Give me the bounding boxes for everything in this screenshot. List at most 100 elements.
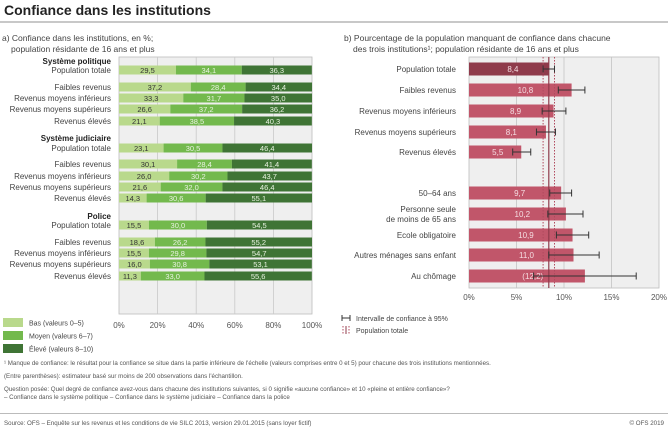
data-label: 30,6 bbox=[169, 194, 184, 203]
data-label: 30,1 bbox=[141, 160, 156, 169]
row-label: de moins de 65 ans bbox=[386, 215, 456, 224]
row-label: Population totale bbox=[51, 66, 111, 75]
data-label: 11,0 bbox=[519, 251, 535, 260]
data-label: 46,4 bbox=[260, 144, 275, 153]
data-label: 33,3 bbox=[144, 94, 159, 103]
bar-segment bbox=[119, 237, 155, 247]
x-tick-label: 40% bbox=[188, 321, 204, 330]
data-label: 28,4 bbox=[197, 160, 212, 169]
data-label: 26,6 bbox=[137, 105, 152, 114]
bar-segment bbox=[206, 248, 312, 258]
data-label: 28,4 bbox=[211, 83, 226, 92]
data-label: 37,2 bbox=[199, 105, 214, 114]
data-label: 37,2 bbox=[148, 83, 163, 92]
x-tick-label: 60% bbox=[227, 321, 243, 330]
row-label: Revenus moyens inférieurs bbox=[14, 94, 111, 103]
data-label: 10,8 bbox=[518, 86, 534, 95]
row-label: Personne seule bbox=[400, 205, 456, 214]
row-label: Ecole obligatoire bbox=[397, 231, 457, 240]
data-label: 55,6 bbox=[251, 272, 266, 281]
bar-segment bbox=[119, 171, 170, 181]
bar bbox=[469, 186, 562, 200]
row-label: Revenus élevés bbox=[54, 194, 111, 203]
data-label: 5,5 bbox=[492, 148, 504, 157]
subtitle-line: des trois institutions¹; population rési… bbox=[353, 44, 579, 54]
row-label: Revenus moyens inférieurs bbox=[14, 172, 111, 181]
row-label: Population totale bbox=[51, 221, 111, 230]
x-tick-label: 0% bbox=[113, 321, 125, 330]
legend-swatch bbox=[3, 318, 23, 327]
row-label: Revenus moyens supérieurs bbox=[10, 260, 111, 269]
row-label: Au chômage bbox=[411, 272, 456, 281]
data-label: 8,1 bbox=[506, 128, 518, 137]
bar-segment bbox=[148, 220, 207, 230]
bar-segment bbox=[244, 93, 312, 103]
x-tick-label: 5% bbox=[511, 293, 523, 302]
data-label: 8,9 bbox=[510, 107, 522, 116]
group-header: Système judiciaire bbox=[41, 134, 112, 143]
bar-segment bbox=[119, 65, 176, 75]
data-label: 46,4 bbox=[260, 183, 275, 192]
data-label: 54,5 bbox=[252, 221, 267, 230]
legend-label: Moyen (valeurs 6–7) bbox=[29, 334, 93, 341]
footnote: – Confiance dans le système politique – … bbox=[4, 394, 290, 401]
data-label: 36,2 bbox=[270, 105, 285, 114]
x-tick-label: 80% bbox=[265, 321, 281, 330]
bar-segment bbox=[119, 116, 160, 126]
bar-segment bbox=[245, 82, 312, 92]
bar bbox=[469, 104, 554, 118]
data-label: 36,3 bbox=[269, 66, 284, 75]
data-label: 33,0 bbox=[165, 272, 180, 281]
row-label: Revenus élevés bbox=[54, 272, 111, 281]
bar-segment bbox=[119, 182, 161, 192]
data-label: 30,8 bbox=[172, 260, 187, 269]
data-label: 26,0 bbox=[137, 172, 152, 181]
group-header: Police bbox=[87, 212, 111, 221]
bar-segment bbox=[119, 104, 171, 114]
bar bbox=[469, 248, 574, 262]
x-tick-label: 100% bbox=[302, 321, 322, 330]
data-label: 30,5 bbox=[186, 144, 201, 153]
bar-segment bbox=[119, 259, 150, 269]
footer-divider bbox=[0, 413, 668, 414]
row-label: Faibles revenus bbox=[400, 86, 456, 95]
bar-segment bbox=[119, 248, 149, 258]
row-label: Faibles revenus bbox=[55, 160, 111, 169]
bar-segment bbox=[190, 82, 246, 92]
data-label: 9,7 bbox=[514, 189, 526, 198]
source: Source: OFS – Enquête sur les revenus et… bbox=[4, 420, 312, 427]
data-label: 29,8 bbox=[170, 249, 185, 258]
row-label: Population totale bbox=[396, 65, 456, 74]
data-label: 35,0 bbox=[271, 94, 286, 103]
data-label: 30,2 bbox=[191, 172, 206, 181]
title-divider bbox=[0, 21, 668, 23]
data-label: 10,9 bbox=[518, 231, 534, 240]
subtitle-line: a) Confiance dans les institutions, en %… bbox=[2, 33, 154, 43]
data-label: 14,3 bbox=[125, 194, 140, 203]
legend-label: Élevé (valeurs 8–10) bbox=[29, 345, 93, 354]
data-label: 16,0 bbox=[127, 260, 142, 269]
page-title: Confiance dans les institutions bbox=[4, 2, 211, 18]
row-label: Revenus élevés bbox=[54, 117, 111, 126]
bar-segment bbox=[119, 143, 164, 153]
row-label: 50–64 ans bbox=[419, 189, 456, 198]
bar-segment bbox=[119, 82, 191, 92]
footnote: (Entre parenthèses): estimateur basé sur… bbox=[4, 373, 243, 380]
chart-a-subtitle: a) Confiance dans les institutions, en %… bbox=[2, 33, 155, 55]
bar-segment bbox=[149, 259, 210, 269]
footnote: ¹ Manque de confiance: le résultat pour … bbox=[4, 360, 491, 367]
data-label: 11,3 bbox=[123, 272, 137, 281]
data-label: 55,1 bbox=[252, 194, 267, 203]
row-label: Population totale bbox=[51, 144, 111, 153]
bar-segment bbox=[169, 171, 228, 181]
row-label: Faibles revenus bbox=[55, 83, 111, 92]
row-label: Autres ménages sans enfant bbox=[354, 251, 457, 260]
data-label: (12,2) bbox=[522, 272, 543, 281]
data-label: 34,4 bbox=[271, 83, 286, 92]
bar bbox=[469, 125, 546, 139]
bar-segment bbox=[222, 182, 312, 192]
data-label: 26,2 bbox=[173, 238, 188, 247]
data-label: 21,1 bbox=[132, 117, 147, 126]
bar bbox=[469, 62, 549, 76]
data-label: 23,1 bbox=[134, 144, 149, 153]
